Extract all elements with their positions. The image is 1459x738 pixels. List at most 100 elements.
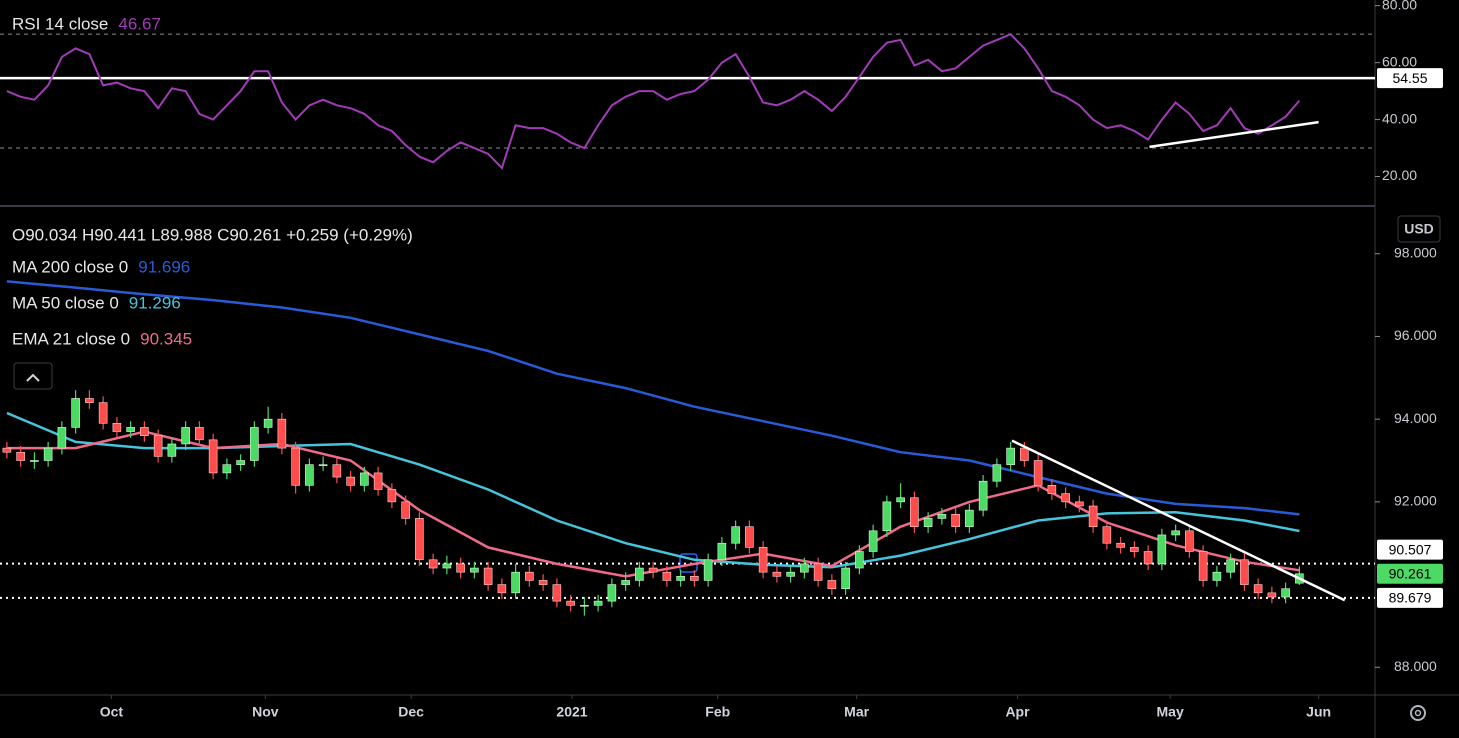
moving-average-line [6,280,1300,516]
candle-body [855,551,864,569]
legend-name: MA 200 close 0 [12,257,128,276]
x-tick-label: Mar [844,704,869,720]
y-tick-label: 98.000 [1394,244,1437,260]
candle-body [112,422,122,432]
candle-body [910,497,919,527]
trend-line [1011,439,1346,602]
candle-body [277,418,287,449]
candle-body [786,571,795,577]
candle-body [57,427,67,449]
candle-body [813,563,823,581]
candle-body [153,435,163,457]
candle-body [167,443,177,457]
candle-body [552,584,562,602]
candle-body [1130,547,1139,552]
candle-body [731,526,740,544]
level-label-box [1377,563,1443,584]
candle-body [525,571,534,581]
trend-line [1149,120,1319,149]
candle-body [1157,534,1167,565]
candle-body [2,447,12,453]
candle-body [662,571,672,581]
level-label: 54.55 [1392,70,1427,86]
candle-body [827,580,837,590]
candle-body [1267,592,1277,598]
rsi-line [6,33,1301,170]
candle-body [1075,501,1084,507]
candle-body [1212,571,1222,581]
candle-body [896,497,905,503]
candle-body [1061,493,1070,503]
candle-body [222,464,232,474]
gear-center [1414,709,1422,717]
candle-body [580,604,589,607]
level-label-box [1377,539,1443,560]
candle-body [236,460,245,465]
candle-body [607,584,617,602]
candle-body [497,584,507,594]
candle-body [1198,551,1208,581]
candle-body [800,563,809,573]
currency-box [1397,215,1441,243]
y-tick-label: 40.00 [1382,110,1417,126]
x-tick-label: Nov [252,704,279,720]
candle-body [1006,447,1015,465]
collapse-icon [26,373,40,382]
candle-body [85,398,94,403]
candle-body [140,427,149,436]
candle-body [332,464,342,478]
x-tick-label: 2021 [556,704,587,720]
candle-body [1088,505,1098,527]
currency-label: USD [1404,221,1434,237]
candle-body [1253,584,1263,594]
candle-body [71,398,80,428]
x-tick-label: May [1157,704,1184,720]
candle-body [483,567,493,585]
level-label: 90.507 [1389,541,1432,557]
x-tick-label: Jun [1306,704,1331,720]
gear-ring [1410,705,1426,721]
candle-body [758,547,768,573]
candle-body [401,501,410,519]
candle-body [1020,447,1029,461]
candle-body [1185,530,1194,552]
settings-icon[interactable] [1410,705,1426,721]
candle-body [1047,485,1057,494]
candle-body [690,576,699,581]
candle-body [978,480,988,511]
candle-body [442,563,452,569]
candle-body [1033,460,1043,486]
candle-body [126,427,135,432]
level-label-box [1377,587,1443,608]
y-tick-label: 80.00 [1382,0,1417,12]
y-tick-label: 20.00 [1382,167,1417,183]
candle-body [98,402,108,424]
candle-body [1226,559,1235,573]
legend-value: 90.345 [140,329,192,348]
y-tick-label: 94.000 [1394,410,1437,426]
legend-value: 46.67 [118,14,161,33]
candle-body [305,464,314,486]
candle-body [1171,530,1180,536]
candle-body [387,489,397,503]
candle-body [16,451,25,461]
candle-body [360,472,369,486]
y-tick-label: 60.00 [1382,53,1417,69]
candle-body [538,580,548,585]
candle-body [965,509,974,527]
level-label: 90.261 [1389,565,1432,581]
candle-body [841,567,850,590]
ohlc-legend: O90.034 H90.441 L89.988 C90.261 +0.259 (… [12,225,413,244]
legend-name: MA 50 close 0 [12,293,119,312]
candle-body [250,427,259,461]
candle-body [992,464,1002,482]
level-label-box [1377,68,1443,89]
candle-body [1102,526,1112,544]
candle-body [346,476,355,486]
x-tick-label: Feb [705,704,730,720]
legend-name: EMA 21 close 0 [12,329,130,348]
legend-value: 91.696 [138,257,190,276]
candle-body [43,447,53,461]
